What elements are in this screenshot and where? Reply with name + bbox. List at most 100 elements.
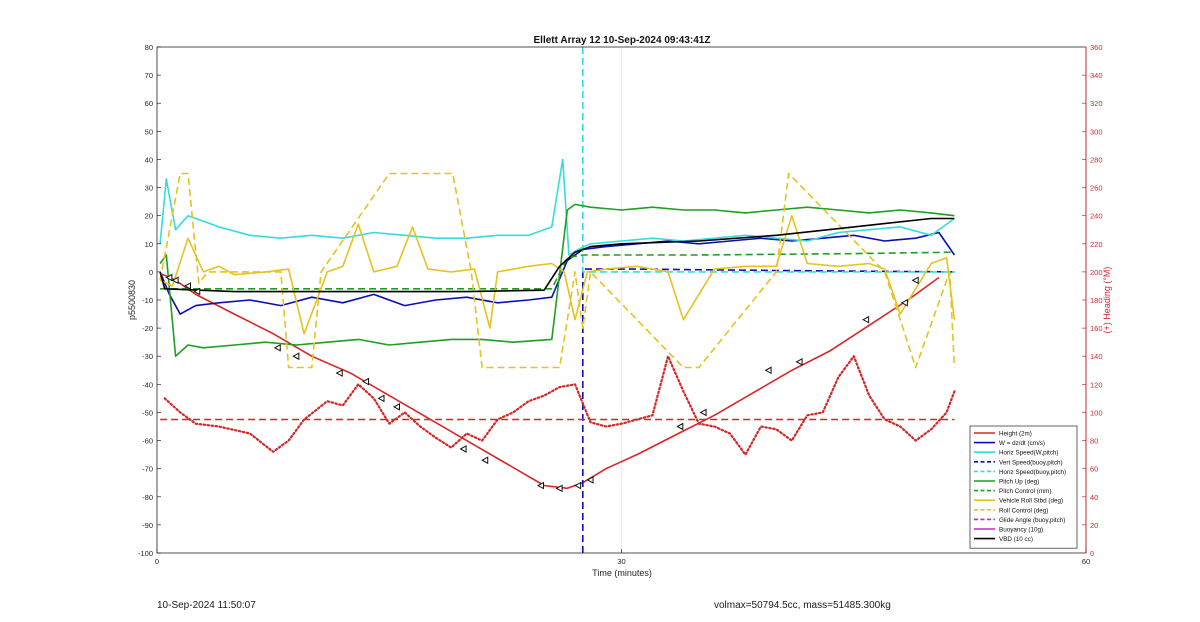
dive-marker [574,481,582,490]
series-line-12 [163,355,956,456]
right-tick-label: 20 [1090,521,1098,530]
y-tick-label: -80 [142,493,153,502]
legend-label: Glide Angle (buoy,pitch) [999,517,1065,524]
series-line-0 [159,272,940,490]
legend-label: Vehicle Roll Stbd (deg) [999,498,1063,505]
dive-marker [586,476,594,484]
legend-label: Pitch Control (mm) [999,488,1051,495]
y-tick-label: -50 [142,408,153,417]
dive-marker [862,315,870,324]
right-axis: 0 20 40 60 80 100 120 140 160 180 200 220 240 260 280 3… [1082,43,1103,558]
y-tick-label: -60 [142,437,153,446]
dive-marker [335,369,343,377]
right-tick-label: 340 [1090,71,1103,80]
x-tick-label: 0 [155,557,159,566]
right-tick-label: 220 [1090,240,1103,249]
right-tick-label: 260 [1090,184,1103,193]
dive-marker [676,422,684,431]
x-tick-label: 30 [617,557,625,566]
marker-layer [165,273,919,493]
y-tick-label: 20 [145,212,153,221]
legend-label: W = dz/dt (cm/s) [999,440,1045,447]
legend: Height (2m) W = dz/dt (cm/s) Horiz Speed(W… [969,425,1078,549]
y-tick-label: 0 [149,268,153,277]
series-line-2 [159,158,955,256]
footer-timestamp: 10-Sep-2024 11:50:07 [157,600,256,611]
y-tick-label: -100 [138,549,153,558]
right-tick-label: 80 [1090,437,1098,446]
right-tick-label: 100 [1090,408,1103,417]
left-axis: -100-90-80-70-60-50-40-30-20-10010203040… [138,43,161,558]
dive-marker [536,481,544,490]
y-tick-label: 40 [145,155,153,164]
legend-label: Horiz Speed(W,pitch) [999,450,1059,457]
series-line-4 [581,47,955,273]
y-tick-label: -70 [142,465,153,474]
y-tick-label: -10 [142,296,153,305]
y-tick-label: -20 [142,324,153,333]
y-axis-label: p5500830 [127,280,137,320]
dive-marker [459,445,467,453]
legend-label: Height (2m) [999,431,1032,438]
dive-marker [392,402,400,411]
series-line-8 [159,172,956,369]
right-tick-label: 320 [1090,99,1103,108]
right-tick-label: 40 [1090,493,1098,502]
dive-marker [193,287,201,296]
right-tick-label: 200 [1090,268,1103,277]
y-tick-label: 80 [145,43,153,52]
right-tick-label: 160 [1090,324,1103,333]
right-tick-label: 360 [1090,43,1103,52]
legend-label: Horiz Speed(buoy,pitch) [999,469,1066,476]
right-tick-label: 140 [1090,352,1103,361]
dive-marker [699,408,707,417]
dive-marker [292,352,300,361]
y-tick-label: -40 [142,380,153,389]
x-axis-label: Time (minutes) [592,568,652,578]
series-line-1 [159,231,956,315]
right-tick-label: 0 [1090,549,1094,558]
dive-marker [764,366,772,375]
legend-label: Pitch Up (deg) [999,479,1039,486]
y-tick-label: 50 [145,127,153,136]
dive-marker [555,484,563,493]
x-tick-label: 60 [1082,557,1090,566]
footer-summary: volmax=50794.5cc, mass=51485.300kg [714,600,891,611]
series-line-11 [159,217,955,293]
right-tick-label: 240 [1090,212,1103,221]
y-tick-label: 30 [145,184,153,193]
legend-box [969,425,1078,549]
series-layer [159,47,956,553]
dive-marker [911,276,919,285]
legend-label: VBD (10 cc) [999,536,1033,543]
x-axis: 0 30 60 [155,549,1090,566]
y-tick-label: 10 [145,240,153,249]
dive-marker [377,394,385,403]
dive-marker [171,276,179,285]
dive-marker [361,377,370,386]
series-line-7 [159,214,956,335]
y-tick-label: 60 [145,99,153,108]
y-tick-label: 70 [145,71,153,80]
right-tick-label: 120 [1090,380,1103,389]
y-tick-label: -30 [142,352,153,361]
chart-title: Ellett Array 12 10-Sep-2024 09:43:41Z [534,35,711,46]
series-line-5 [159,203,955,358]
dive-marker [165,273,173,282]
right-tick-label: 60 [1090,465,1098,474]
right-tick-label: 300 [1090,127,1103,136]
right-tick-label: 180 [1090,296,1103,305]
dive-marker [481,456,489,465]
right-axis-label: (+) Heading (°M) [1102,267,1112,334]
right-tick-label: 280 [1090,155,1103,164]
dive-marker [900,298,908,307]
series-line-6 [160,251,955,290]
legend-label: Roll Control (deg) [999,507,1048,514]
dive-marker [273,343,281,352]
dive-marker [795,358,803,366]
legend-label: Vert Speed(buoy,pitch) [999,459,1063,466]
dive-marker [183,282,191,290]
legend-label: Buoyancy (10g) [999,527,1043,534]
y-tick-label: -90 [142,521,153,530]
